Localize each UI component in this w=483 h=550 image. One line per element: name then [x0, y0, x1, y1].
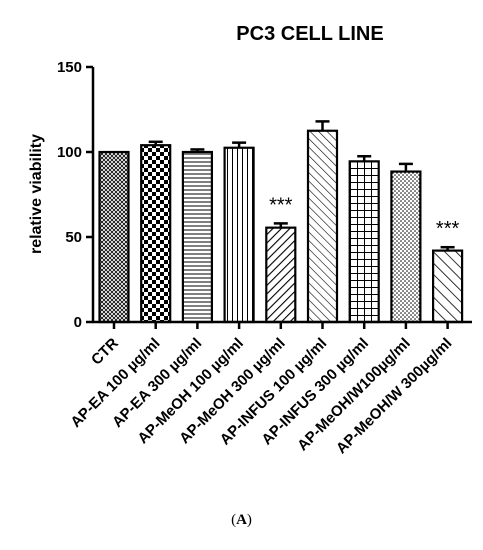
- bar: [432, 249, 464, 324]
- bar: [348, 160, 380, 324]
- category-label: CTR: [88, 335, 122, 369]
- significance-annotation: ***: [269, 194, 293, 216]
- bar: [223, 146, 255, 324]
- bar: [265, 226, 297, 324]
- bar: [390, 170, 422, 324]
- bar: [181, 150, 213, 324]
- bar: [306, 129, 339, 324]
- chart-title: PC3 CELL LINE: [236, 23, 383, 45]
- bar: [98, 150, 130, 324]
- y-axis-label: relative viability: [28, 134, 45, 254]
- y-tick-label: 0: [74, 314, 82, 331]
- y-tick-label: 50: [65, 229, 82, 246]
- significance-annotation: ***: [436, 218, 460, 240]
- y-axis: 0 50 100 150: [57, 59, 95, 331]
- bar: [140, 144, 172, 324]
- panel-label: (A): [231, 512, 252, 528]
- y-tick-label: 150: [57, 59, 82, 76]
- y-tick-label: 100: [57, 144, 82, 161]
- bars-group: *** ***: [98, 120, 464, 324]
